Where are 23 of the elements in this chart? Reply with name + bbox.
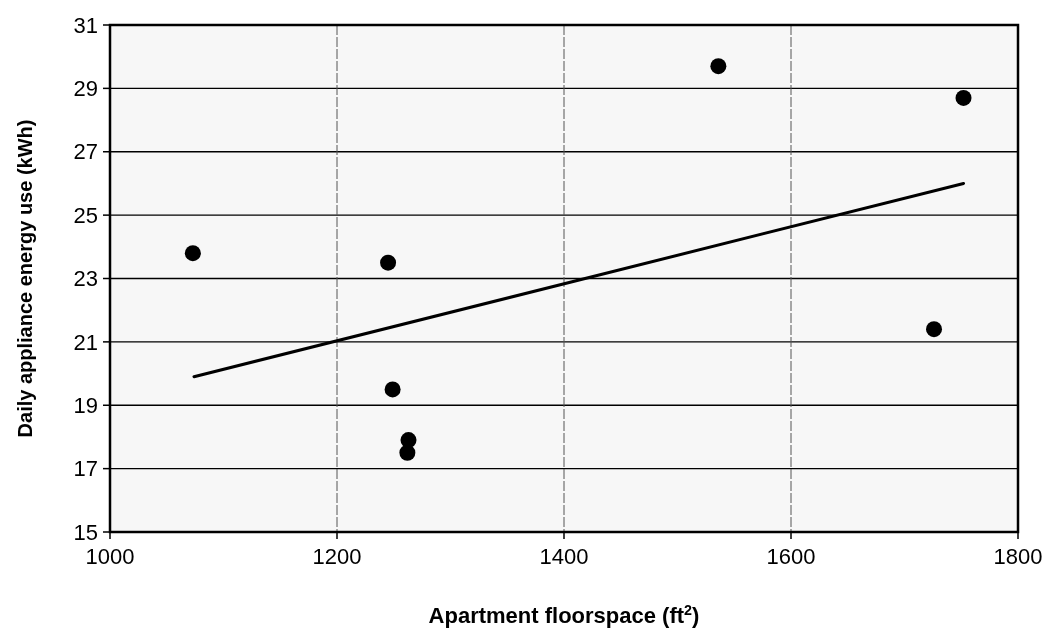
point (399, 444, 416, 461)
point (955, 89, 972, 106)
x-tick-label: 1200 (312, 544, 362, 569)
x-tick-label: 1600 (766, 544, 816, 569)
y-tick-label: 25 (73, 202, 98, 228)
x-tick-label: 1400 (539, 544, 589, 569)
point (926, 321, 943, 338)
point (184, 245, 201, 262)
x-tick-label: 1000 (85, 544, 135, 569)
y-axis-title: Daily appliance energy use (kWh) (14, 119, 36, 438)
y-tick-label: 29 (73, 76, 98, 102)
point (384, 381, 401, 398)
y-tick-label: 17 (73, 456, 98, 482)
y-tick-label: 19 (73, 392, 98, 418)
point (380, 254, 397, 271)
y-tick-label: 15 (73, 519, 98, 545)
y-tick-label: 21 (73, 329, 98, 355)
y-tick-label: 23 (73, 266, 98, 292)
point (710, 58, 727, 75)
y-tick-label: 27 (73, 139, 98, 165)
x-tick-label: 1800 (993, 544, 1043, 569)
x-axis-title: Apartment floorspace (ft$^{2}$) (428, 602, 700, 628)
y-tick-label: 31 (73, 12, 98, 38)
